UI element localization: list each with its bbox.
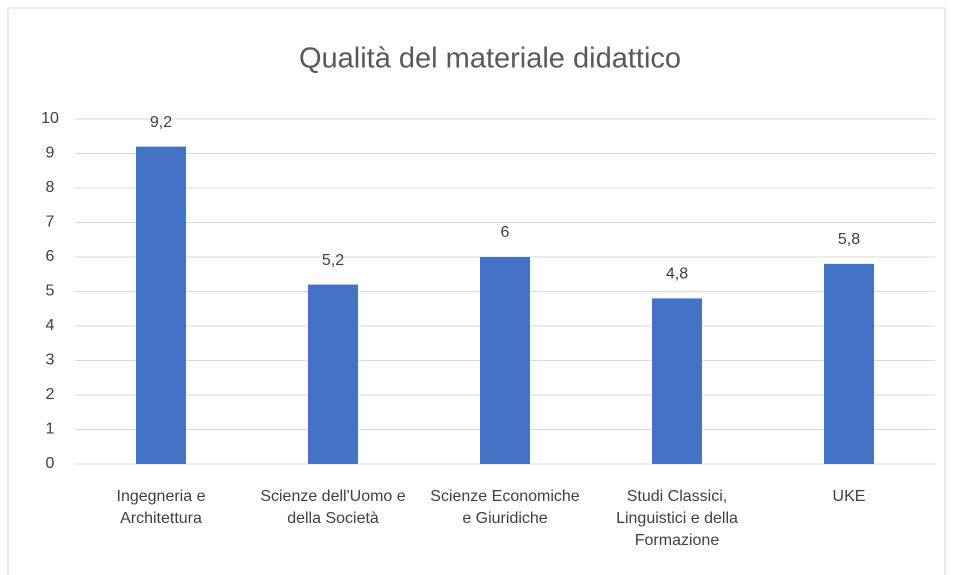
y-tick-label: 1 — [46, 421, 55, 438]
x-tick-label: Scienze Economiche e Giuridiche — [430, 488, 580, 527]
data-label: 4,8 — [666, 266, 688, 283]
x-tick-label: Scienze dell'Uomo e della Società — [260, 488, 405, 527]
data-label: 6 — [501, 224, 510, 241]
y-tick-label: 6 — [46, 248, 55, 265]
bar — [824, 263, 874, 464]
bar — [652, 298, 702, 464]
y-tick-label: 5 — [46, 283, 55, 300]
data-label: 9,2 — [150, 114, 172, 131]
y-tick-label: 4 — [46, 317, 55, 334]
y-tick-label: 3 — [46, 352, 55, 369]
y-tick-label: 7 — [46, 214, 55, 231]
bar — [480, 257, 530, 464]
data-label: 5,8 — [838, 231, 860, 248]
y-tick-label: 9 — [46, 145, 55, 162]
bar — [308, 284, 358, 464]
chart-title: Qualità del materiale didattico — [299, 43, 681, 75]
data-label: 5,2 — [322, 252, 344, 269]
bar — [136, 146, 186, 464]
x-tick-label: UKE — [833, 488, 866, 505]
x-tick-label: Studi Classici, Linguistici e della Formaz… — [616, 488, 738, 549]
y-tick-label: 10 — [41, 110, 59, 127]
y-tick-label: 8 — [46, 179, 55, 196]
y-tick-label: 2 — [46, 386, 55, 403]
y-tick-label: 0 — [46, 455, 55, 472]
x-tick-label: Ingegneria e Architettura — [117, 488, 206, 527]
